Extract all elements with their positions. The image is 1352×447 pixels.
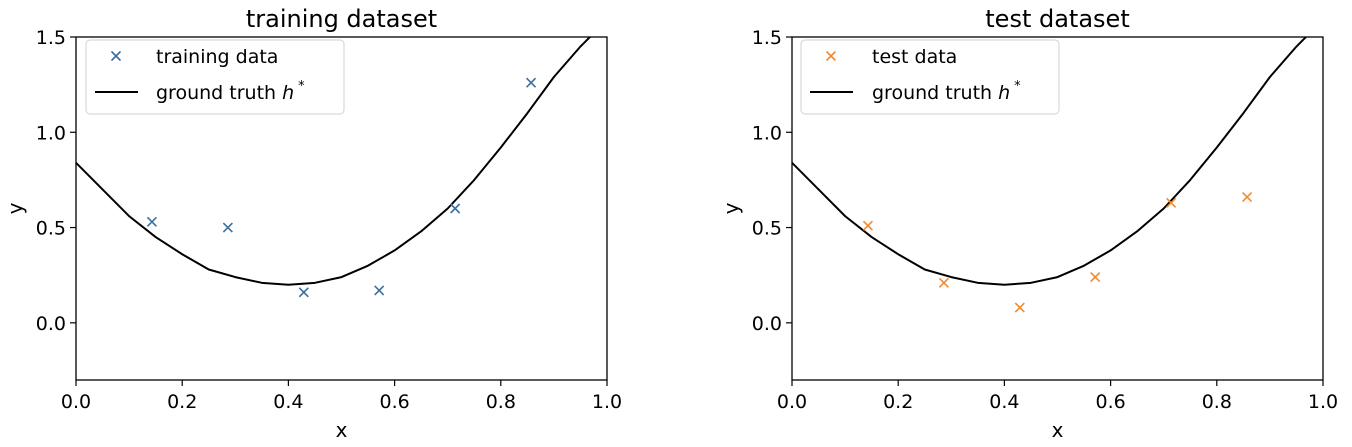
legend-curve-math: h xyxy=(998,82,1010,104)
data-point xyxy=(298,287,309,298)
legend-marker-points xyxy=(825,50,837,62)
data-point xyxy=(1090,272,1101,283)
x-tick-label: 1.0 xyxy=(592,391,622,413)
curve-series-line xyxy=(792,37,1308,286)
data-point-stroke-b xyxy=(1014,302,1025,313)
x-tick-label: 1.0 xyxy=(1308,391,1338,413)
axes-frame xyxy=(791,36,1324,381)
x-tick-label: 0.2 xyxy=(167,391,197,413)
points-layer xyxy=(146,77,537,298)
data-point xyxy=(146,216,157,227)
y-tick-label: 1.0 xyxy=(752,122,782,144)
x-tick-label: 0.0 xyxy=(777,391,807,413)
y-tick-label: 0.0 xyxy=(752,313,782,335)
data-point xyxy=(862,220,873,231)
data-point xyxy=(1014,302,1025,313)
legend-curve-name: ground truth xyxy=(156,82,276,104)
y-tick-label: 1.0 xyxy=(36,122,66,144)
data-point xyxy=(526,77,537,88)
legend-curve-name: ground truth xyxy=(872,82,992,104)
points-layer xyxy=(862,192,1253,313)
legend-frame xyxy=(800,39,1060,115)
data-point-stroke-b xyxy=(222,222,233,233)
curve-layer xyxy=(792,37,1308,286)
data-point-stroke-b xyxy=(1242,192,1253,203)
legend-curve-math: h xyxy=(282,82,294,104)
y-axis-label: y xyxy=(3,202,27,214)
curve-layer xyxy=(76,37,592,286)
legend-label-curve: ground truth h * xyxy=(156,79,305,104)
y-tick-label: 0.0 xyxy=(36,313,66,335)
y-axis: 0.0 0.5 1.0 1.5 xyxy=(752,27,792,335)
chart-training: training dataset 0.0 0.2 0.4 0.6 0.8 1.0 0.00… xyxy=(3,5,622,442)
x-tick-label: 0.8 xyxy=(486,391,516,413)
x-axis: 0.0 0.2 0.4 0.6 0.8 1.0 xyxy=(61,380,622,413)
y-tick-label: 0.5 xyxy=(752,218,782,240)
data-point xyxy=(222,222,233,233)
plot-area xyxy=(791,36,1324,381)
data-point xyxy=(450,203,461,214)
y-tick-label: 0.5 xyxy=(36,218,66,240)
data-point xyxy=(1242,192,1253,203)
data-point xyxy=(374,285,385,296)
x-tick-label: 0.0 xyxy=(61,391,91,413)
x-axis-label: x xyxy=(336,418,348,442)
curve-series-line xyxy=(76,37,592,286)
legend: training data ground truth h * xyxy=(85,39,345,115)
x-tick-label: 0.8 xyxy=(1202,391,1232,413)
legend-curve-sup: * xyxy=(298,79,305,94)
data-point xyxy=(938,277,949,288)
data-point-stroke-b xyxy=(1090,272,1101,283)
legend-label-curve: ground truth h * xyxy=(872,79,1021,104)
legend-marker-points xyxy=(110,50,122,62)
legend-curve-sup: * xyxy=(1014,79,1021,94)
x-tick-label: 0.6 xyxy=(379,391,409,413)
data-point-stroke-b xyxy=(862,220,873,231)
data-point-stroke-b xyxy=(374,285,385,296)
y-axis: 0.0 0.5 1.0 1.5 xyxy=(36,27,76,335)
x-tick-label: 0.2 xyxy=(883,391,913,413)
legend-label-points: test data xyxy=(872,46,957,68)
data-point xyxy=(1166,197,1177,208)
axes-frame xyxy=(75,36,608,381)
data-point-stroke-b xyxy=(1166,197,1177,208)
legend-frame xyxy=(85,39,345,115)
plot-area xyxy=(75,36,608,381)
chart-test: test dataset 0.0 0.2 0.4 0.6 0.8 1.0 0.0 0.5 1.… xyxy=(719,5,1338,442)
x-tick-label: 0.4 xyxy=(989,391,1019,413)
y-axis-label: y xyxy=(719,202,743,214)
y-tick-label: 1.5 xyxy=(36,27,66,49)
chart-title: test dataset xyxy=(985,5,1129,33)
x-axis: 0.0 0.2 0.4 0.6 0.8 1.0 xyxy=(777,380,1338,413)
x-axis-label: x xyxy=(1052,418,1064,442)
x-tick-label: 0.6 xyxy=(1095,391,1125,413)
data-point-stroke-b xyxy=(298,287,309,298)
legend: test data ground truth h * xyxy=(800,39,1060,115)
data-point-stroke-b xyxy=(450,203,461,214)
legend-marker-stroke-b xyxy=(110,50,122,62)
data-point-stroke-b xyxy=(938,277,949,288)
legend-label-points: training data xyxy=(156,46,278,68)
data-point-stroke-b xyxy=(146,216,157,227)
y-tick-label: 1.5 xyxy=(752,27,782,49)
legend-marker-stroke-b xyxy=(825,50,837,62)
data-point-stroke-b xyxy=(526,77,537,88)
x-tick-label: 0.4 xyxy=(273,391,303,413)
chart-title: training dataset xyxy=(246,5,437,33)
